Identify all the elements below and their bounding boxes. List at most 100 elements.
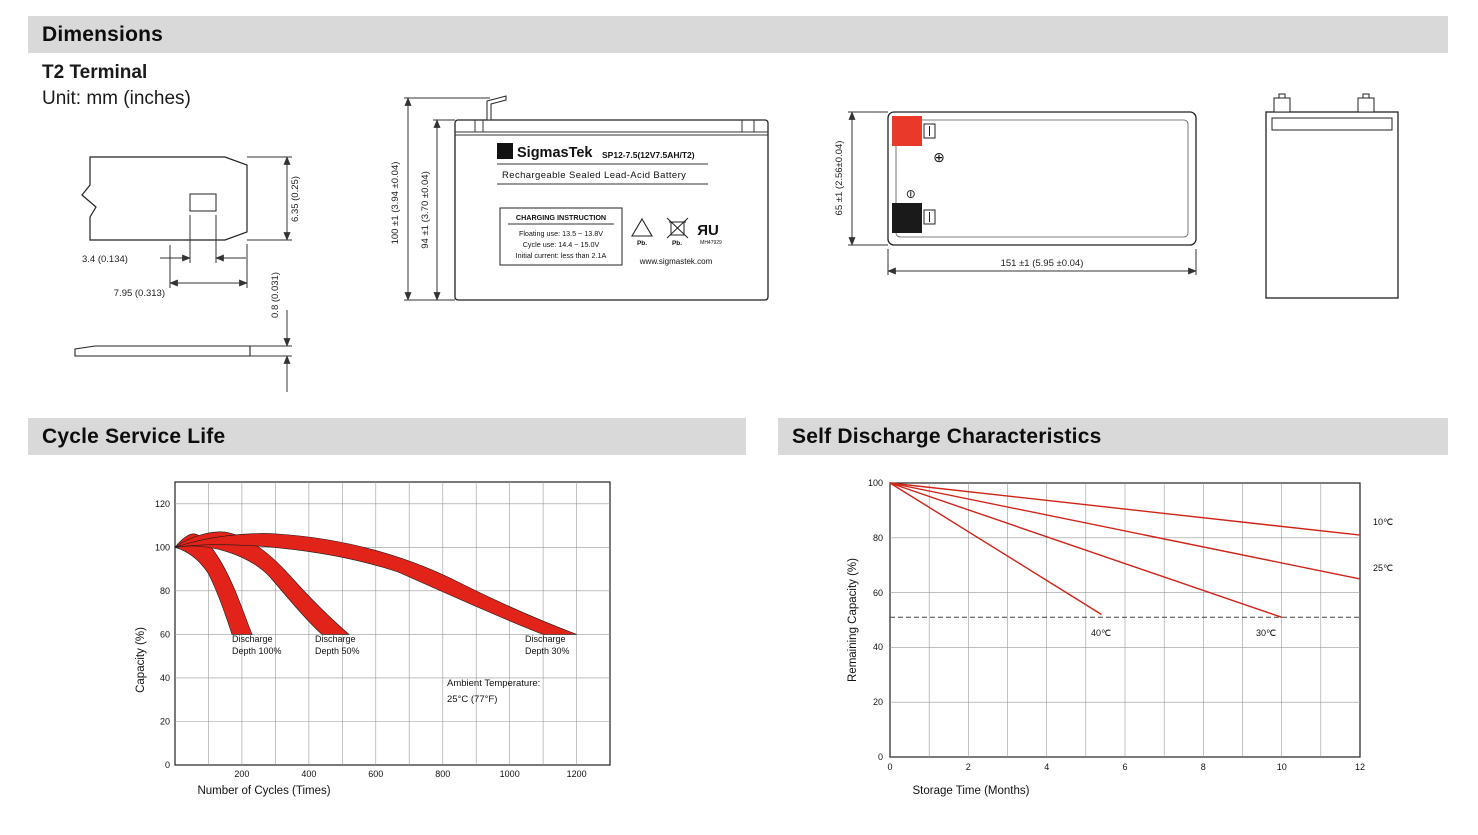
cycle-band-labels: Discharge Depth 100% Discharge Depth 50%…: [232, 634, 570, 705]
section-title-dimensions: Dimensions: [42, 22, 164, 46]
battery-subtitle: Rechargeable Sealed Lead-Acid Battery: [502, 170, 686, 181]
discharge-depth-bands: [174, 531, 577, 635]
no-trash-icon: [666, 217, 689, 239]
band-depth-30: [174, 533, 577, 635]
unit-label: Unit: mm (inches): [42, 88, 191, 109]
band-label-30-l2: Depth 30%: [525, 646, 570, 656]
xtick: 2: [966, 762, 971, 772]
ytick: 60: [873, 588, 883, 598]
ambient-temp-note-l1: Ambient Temperature:: [447, 678, 540, 689]
self-discharge-chart: 10℃ 25℃ 30℃ 40℃ 0 20 40 60 80 100 0 2 4 …: [847, 478, 1393, 797]
xtick: 4: [1044, 762, 1049, 772]
cycle-service-life-chart: Discharge Depth 100% Discharge Depth 50%…: [135, 481, 611, 797]
line-30c: [889, 482, 1282, 618]
ytick: 100: [868, 478, 883, 488]
ambient-temp-note-l2: 25°C (77°F): [447, 694, 497, 705]
ytick: 20: [873, 697, 883, 707]
label-30c: 30℃: [1256, 628, 1276, 638]
dim-terminal-offset: 3.4 (0.134): [82, 254, 128, 265]
terminal-tab-strip: [74, 345, 251, 357]
dim-terminal-width: 7.95 (0.313): [114, 288, 165, 299]
ytick: 120: [155, 499, 170, 509]
recycle-icon: [631, 217, 653, 237]
line-10c: [889, 482, 1361, 536]
model-number: SP12-7.5(12V7.5AH/T2): [602, 150, 695, 160]
positive-polarity-symbol: ⊕: [933, 149, 945, 165]
ytick: 0: [878, 752, 883, 762]
band-label-100-l2: Depth 100%: [232, 646, 282, 656]
section-title-cycle-life: Cycle Service Life: [42, 424, 226, 448]
terminal-dimension-lines: [160, 156, 292, 392]
negative-terminal-tab: [923, 209, 936, 225]
dim-terminal-height: 6.35 (0.25): [290, 176, 301, 222]
brand-name: SigmasTek: [517, 145, 593, 161]
positive-terminal-tab: [923, 123, 936, 139]
battery-side-view: [1265, 93, 1399, 299]
sd-x-axis-label: Storage Time (Months): [913, 785, 1030, 797]
section-title-self-discharge: Self Discharge Characteristics: [792, 424, 1102, 448]
label-25c: 25℃: [1373, 563, 1393, 573]
charging-initial: Initial current: less than 2.1A: [516, 251, 607, 260]
xtick: 400: [301, 769, 316, 779]
xtick: 600: [368, 769, 383, 779]
website-text: www.sigmastek.com: [639, 257, 713, 266]
ytick: 0: [165, 760, 170, 770]
sd-temperature-lines: [889, 482, 1361, 618]
xtick: 1200: [567, 769, 587, 779]
ytick: 80: [873, 533, 883, 543]
section-header-self-discharge: Self Discharge Characteristics: [778, 418, 1448, 455]
negative-terminal-cover: [892, 203, 922, 233]
terminal-body-shape: [74, 156, 251, 357]
cycle-y-ticks: 0 20 40 60 80 100 120: [155, 499, 170, 770]
sd-grid: [890, 483, 1360, 757]
bin-pb-label: Pb.: [672, 240, 682, 247]
ytick: 40: [873, 642, 883, 652]
band-depth-50: [174, 531, 350, 635]
label-40c: 40℃: [1091, 628, 1111, 638]
dim-width: 151 ±1 (5.95 ±0.04): [1001, 258, 1084, 269]
dim-total-height: 100 ±1 (3.94 ±0.04): [390, 162, 401, 245]
recycle-pb-label: Pb.: [637, 240, 647, 247]
xtick: 12: [1355, 762, 1365, 772]
ul-mark-icon: ЯU: [697, 222, 719, 239]
xtick: 800: [435, 769, 450, 779]
battery-top-view: ⊕ ⊖ 65 ±1 (2.56±0.04) 151 ±1 (5.95 ±0.04…: [834, 111, 1197, 275]
band-label-50-l1: Discharge: [315, 634, 356, 644]
charging-floating: Floating use: 13.5 ~ 13.8V: [519, 229, 603, 238]
section-header-dimensions: Dimensions: [28, 16, 1448, 53]
front-case: [454, 95, 769, 301]
ytick: 40: [160, 673, 170, 683]
xtick: 0: [887, 762, 892, 772]
front-terminal-tab: [486, 95, 507, 121]
top-case: ⊕ ⊖: [887, 111, 1197, 246]
dim-depth: 65 ±1 (2.56±0.04): [834, 141, 845, 216]
side-terminals: [1273, 93, 1375, 113]
band-label-50-l2: Depth 50%: [315, 646, 360, 656]
xtick: 10: [1277, 762, 1287, 772]
ytick: 100: [155, 543, 170, 553]
side-case: [1265, 93, 1399, 299]
band-label-100-l1: Discharge: [232, 634, 273, 644]
label-10c: 10℃: [1373, 517, 1393, 527]
terminal-detail-drawing: 6.35 (0.25) 3.4 (0.134) 7.95 (0.313) 0.8…: [74, 156, 301, 392]
side-lid-band: [1271, 117, 1393, 131]
terminal-type-label: T2 Terminal: [42, 62, 148, 83]
sd-x-ticks: 0 2 4 6 8 10 12: [887, 762, 1365, 772]
charging-instruction-box: CHARGING INSTRUCTION Floating use: 13.5 …: [499, 207, 623, 266]
cycle-x-axis-label: Number of Cycles (Times): [197, 785, 330, 797]
brand-logo-glyph: Σ: [501, 145, 508, 159]
battery-label: Σ SigmasTek SP12-7.5(12V7.5AH/T2) Rechar…: [497, 143, 722, 266]
charging-title: CHARGING INSTRUCTION: [516, 213, 606, 222]
band-depth-100: [174, 533, 253, 635]
dim-case-height: 94 ±1 (3.70 ±0.04): [420, 171, 431, 249]
ytick: 20: [160, 717, 170, 727]
compliance-icons: Pb. Pb. ЯU MH47929: [631, 217, 722, 247]
xtick: 1000: [500, 769, 520, 779]
cycle-x-ticks: 200 400 600 800 1000 1200: [234, 769, 586, 779]
positive-terminal-cover: [892, 116, 922, 146]
xtick: 6: [1122, 762, 1127, 772]
front-dimension-lines: [404, 97, 490, 301]
dim-terminal-thickness: 0.8 (0.031): [270, 272, 281, 318]
sd-y-ticks: 0 20 40 60 80 100: [868, 478, 883, 762]
